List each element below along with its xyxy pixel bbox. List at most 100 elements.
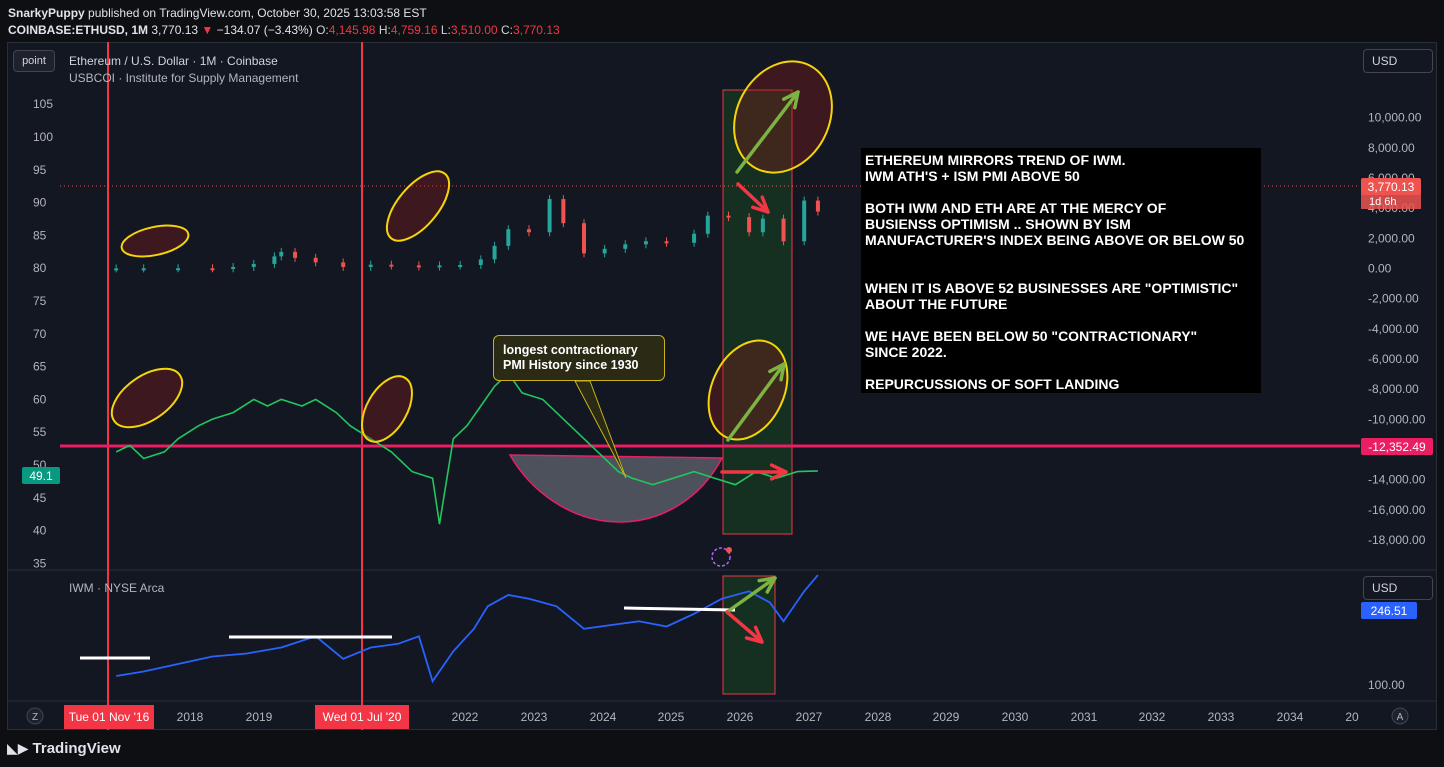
log-toggle-bg [26,707,44,725]
eth-candle[interactable] [561,199,566,224]
iwm-last-value-badge[interactable]: 246.51 [1371,604,1408,618]
eth-candle[interactable] [141,268,146,271]
tradingview-logo-icon: ◣▶ [7,740,29,756]
eth-last-value-badge[interactable]: 3,770.13 [1368,180,1415,194]
eth-candle[interactable] [815,200,820,212]
pmi-axis-tick: 80 [33,261,47,275]
up-arrow-pmi[interactable] [726,362,786,442]
eth-candle[interactable] [623,244,628,249]
x-axis-year-label: 2027 [796,710,823,724]
eth-candle[interactable] [176,268,181,271]
annotation-text-box[interactable]: ETHEREUM MIRRORS TREND OF IWM. IWM ATH'S… [861,148,1261,393]
pmi-callout[interactable]: longest contractionary PMI History since… [493,335,665,381]
pmi-axis-tick: 40 [33,524,47,538]
highlight-ellipse[interactable] [102,357,193,439]
eth-candle[interactable] [781,218,786,242]
event-marker-icon[interactable] [711,547,731,567]
highlight-date-label[interactable]: Wed 01 Jul '20 [323,710,402,724]
eth-candle[interactable] [692,233,697,243]
up-arrow-eth-head [781,90,800,110]
price-change: −134.07 (−3.43%) [216,23,313,37]
highlight-ellipse[interactable] [693,328,802,453]
eth-candle[interactable] [231,266,236,269]
eth-candle[interactable] [602,248,607,254]
contraction-area[interactable] [508,454,724,523]
eth-candle[interactable] [341,262,346,267]
eth-candle[interactable] [368,264,373,267]
eth-candle[interactable] [389,264,394,267]
down-arrow-iwm[interactable] [725,610,764,644]
pmi-axis-tick: 70 [33,327,47,341]
eth-candle[interactable] [478,259,483,265]
pmi-axis-tick: 75 [33,294,47,308]
eth-candle[interactable] [313,257,318,263]
eth-candle[interactable] [726,215,731,218]
x-axis-year-label: 2031 [1071,710,1098,724]
eth-candle[interactable] [526,229,531,233]
highlight-date-bg [315,705,409,729]
eth-candle[interactable] [458,264,463,267]
main-series-legend[interactable]: Ethereum / U.S. Dollar · 1M · Coinbase [69,54,278,68]
eth-candle[interactable] [416,265,421,268]
ohlc-line: COINBASE:ETHUSD, 1M 3,770.13 ▼ −134.07 (… [8,22,560,39]
threshold-value-badge[interactable]: -12,352.49 [1368,440,1426,454]
pmi-axis-tick: 90 [33,196,47,210]
up-arrow-iwm-head [757,576,777,594]
x-axis-year-label: 20 [1345,710,1359,724]
up-arrow-eth[interactable] [735,90,800,174]
high-label: H: [378,23,391,37]
tradingview-logo[interactable]: ◣▶ TradingView [7,740,121,757]
eth-candle[interactable] [664,241,669,244]
down-arrow-eth[interactable] [736,182,770,214]
highlight-date-label[interactable]: Tue 01 Nov '16 [69,710,150,724]
pmi-series-legend[interactable]: USBCOI · Institute for Supply Management [69,71,299,85]
chart-header: SnarkyPuppy published on TradingView.com… [8,5,560,39]
highlight-ellipse[interactable] [352,368,423,450]
point-button[interactable]: point [13,50,55,72]
currency-button-iwm[interactable]: USD [1363,576,1433,600]
down-arrow-icon: ▼ [201,23,214,37]
up-arrow-iwm[interactable] [725,576,777,614]
pmi-axis-tick: 35 [33,556,47,570]
high-value: 4,759.16 [390,23,438,37]
eth-candle[interactable] [760,218,765,233]
iwm-series-legend[interactable]: IWM · NYSE Arca [69,581,165,595]
publisher-name[interactable]: SnarkyPuppy [8,6,85,20]
iwm-line[interactable] [116,574,819,684]
eth-candle[interactable] [492,245,497,260]
eth-candle[interactable] [279,251,284,257]
eth-candle[interactable] [210,268,215,271]
symbol-label: COINBASE:ETHUSD, 1M [8,23,149,37]
eth-candle[interactable] [114,268,119,271]
pmi-last-value-badge[interactable]: 49.1 [29,469,53,483]
eth-candle[interactable] [643,241,648,245]
currency-button-main[interactable]: USD [1363,49,1433,73]
auto-toggle-bg [1391,707,1409,725]
iwm-last-value-badge-bg [1361,602,1417,619]
eth-countdown-bg [1361,194,1421,209]
eth-axis-tick: -4,000.00 [1368,322,1419,336]
highlight-ellipse[interactable] [119,220,191,262]
auto-scale-toggle[interactable]: A [1397,712,1404,723]
eth-candle[interactable] [293,251,298,258]
eth-candle[interactable] [705,215,710,234]
highlight-ellipse[interactable] [376,161,461,251]
pmi-axis-tick: 105 [33,97,53,111]
x-axis-year-label: 2030 [1002,710,1029,724]
projection-zone-main[interactable] [722,89,793,535]
highlight-date-bg [64,705,154,729]
eth-candle[interactable] [547,199,552,233]
open-label: O: [316,23,329,37]
eth-candle[interactable] [747,217,752,233]
eth-candle[interactable] [582,223,586,254]
eth-candle[interactable] [272,256,277,264]
eth-candle[interactable] [251,263,256,267]
eth-candle[interactable] [506,229,511,246]
log-scale-toggle[interactable]: Z [32,712,38,723]
eth-candle[interactable] [437,265,442,268]
eth-candle[interactable] [802,200,807,242]
iwm-resistance-line[interactable] [623,606,736,612]
x-axis-year-label: 2029 [933,710,960,724]
pmi-line[interactable] [115,371,818,525]
